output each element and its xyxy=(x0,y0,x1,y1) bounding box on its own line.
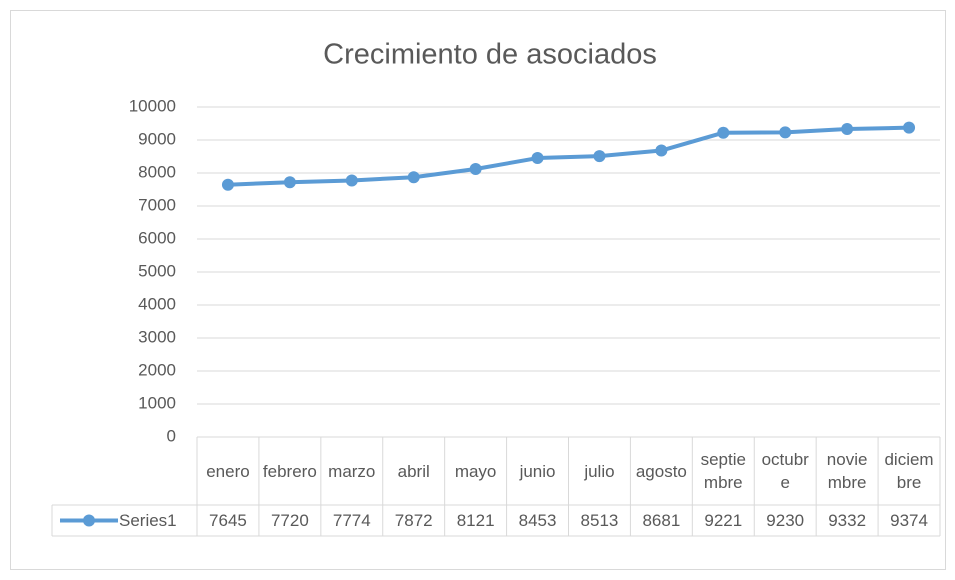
chart-title: Crecimiento de asociados xyxy=(323,39,657,71)
y-tick-label: 3000 xyxy=(138,327,176,346)
x-category-cell: junio xyxy=(519,461,556,481)
series-marker xyxy=(655,144,668,157)
x-tick-label: mayo xyxy=(454,461,497,481)
table-value: 8121 xyxy=(457,511,495,530)
x-category-cell: octubre xyxy=(761,450,809,492)
table-value: 7872 xyxy=(395,511,433,530)
table-value: 9230 xyxy=(766,511,804,530)
x-category-cell: mayo xyxy=(454,461,497,481)
x-tick-label: diciembre xyxy=(884,450,934,492)
legend-marker xyxy=(83,514,95,527)
x-tick-label: julio xyxy=(584,461,615,481)
x-category-cell: enero xyxy=(206,461,250,481)
y-tick-label: 4000 xyxy=(138,294,176,313)
series-line xyxy=(227,125,910,187)
y-tick-label: 6000 xyxy=(138,228,176,247)
table-value: 8681 xyxy=(642,511,680,530)
y-tick-label: 5000 xyxy=(138,261,176,280)
x-tick-label: agosto xyxy=(635,461,687,481)
series-marker xyxy=(903,121,916,134)
table-value: 7720 xyxy=(271,511,309,530)
y-tick-label: 2000 xyxy=(138,360,176,379)
table-value: 8453 xyxy=(519,511,557,530)
y-tick-label: 1000 xyxy=(138,393,176,412)
series-marker xyxy=(593,150,606,163)
series-marker xyxy=(779,126,792,139)
chart-border xyxy=(10,10,946,570)
table-value: 7774 xyxy=(333,511,371,530)
x-category-cell: noviembre xyxy=(826,450,868,492)
y-tick-label: 8000 xyxy=(138,162,176,181)
x-tick-label: junio xyxy=(519,461,556,481)
x-category-cell: marzo xyxy=(328,461,376,481)
series-marker xyxy=(221,178,234,191)
legend-label: Series1 xyxy=(119,511,177,530)
y-tick-label: 9000 xyxy=(138,129,176,148)
x-tick-label: marzo xyxy=(328,461,376,481)
series-marker xyxy=(717,126,730,139)
x-tick-label: abril xyxy=(397,461,430,481)
x-tick-label: octubre xyxy=(761,450,809,492)
x-category-cell: diciembre xyxy=(884,450,934,492)
series-marker xyxy=(407,171,420,184)
y-tick-label: 7000 xyxy=(138,195,176,214)
x-category-cell: agosto xyxy=(635,461,687,481)
x-tick-label: septiembre xyxy=(700,450,746,492)
table-value: 7645 xyxy=(209,511,247,530)
series-marker xyxy=(531,152,544,165)
table-value: 8513 xyxy=(581,511,619,530)
x-tick-label: enero xyxy=(206,461,250,481)
table-value: 9221 xyxy=(704,511,742,530)
x-tick-label: noviembre xyxy=(826,450,868,492)
x-category-cell: abril xyxy=(397,461,430,481)
series-marker xyxy=(283,176,296,189)
series-marker xyxy=(841,123,854,136)
table-value: 9332 xyxy=(828,511,866,530)
x-category-cell: febrero xyxy=(262,461,317,481)
y-tick-label: 0 xyxy=(167,426,176,445)
x-category-cell: julio xyxy=(584,461,615,481)
y-tick-label: 10000 xyxy=(129,96,176,115)
table-value: 9374 xyxy=(890,511,928,530)
series-marker xyxy=(345,174,358,187)
x-tick-label: febrero xyxy=(262,461,317,481)
series-marker xyxy=(469,163,482,176)
x-category-cell: septiembre xyxy=(700,450,746,492)
